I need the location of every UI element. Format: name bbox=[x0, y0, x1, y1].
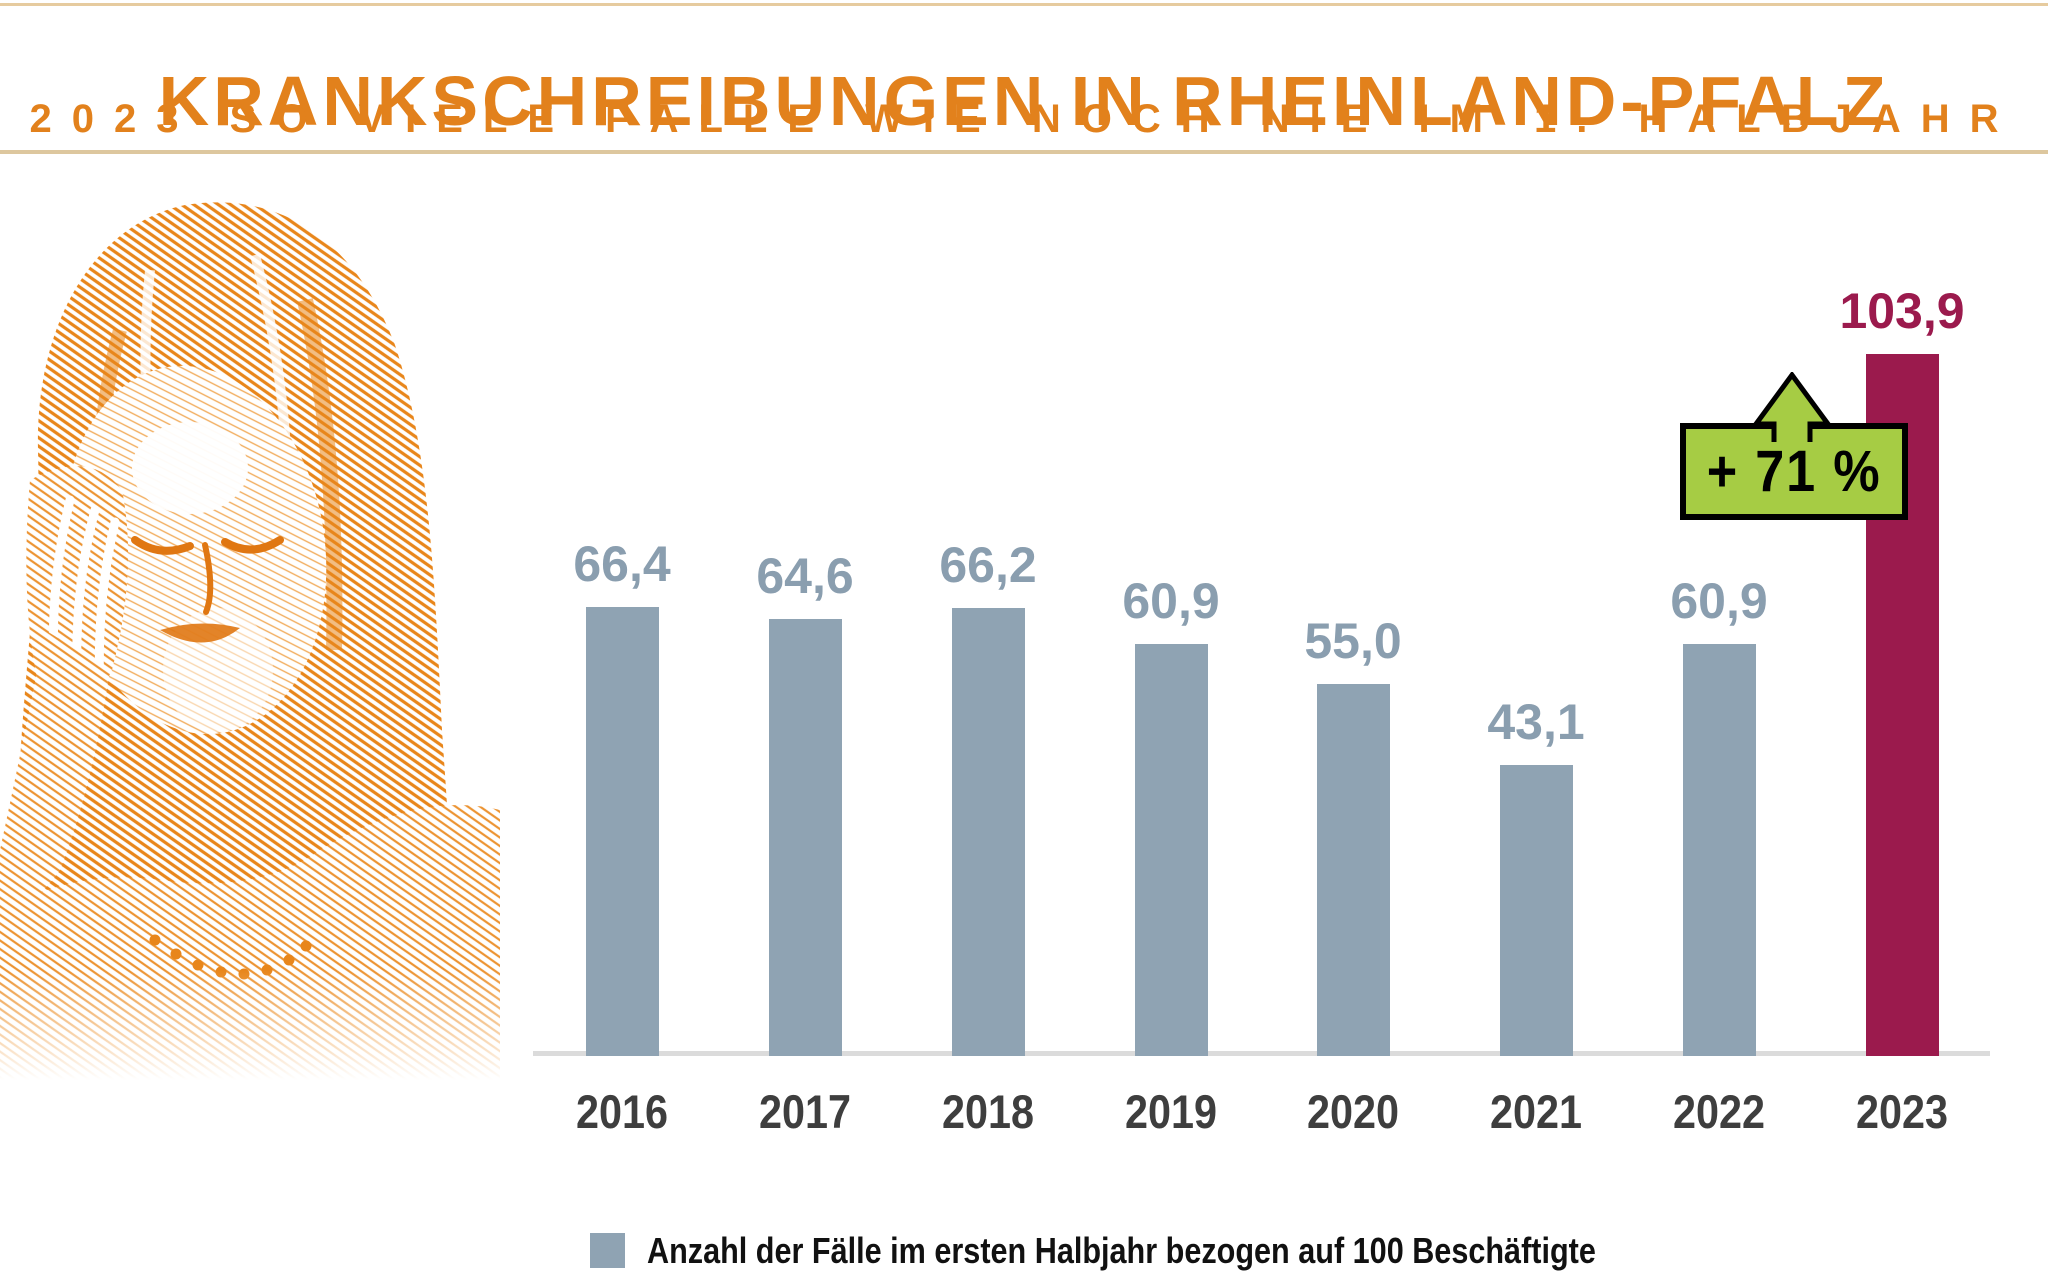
year-label-2020: 2020 bbox=[1306, 1085, 1400, 1138]
page-subtitle: 2023 SO VIELE FÄLLE WIE NOCH NIE IM 1. H… bbox=[29, 97, 2019, 141]
forehead-highlight bbox=[132, 422, 248, 514]
legend-label: Anzahl der Fälle im ersten Halbjahr bezo… bbox=[647, 1230, 1596, 1271]
closed-eye-left bbox=[131, 536, 194, 555]
bar-2022 bbox=[1683, 644, 1756, 1056]
increase-callout: + 71 % bbox=[1680, 423, 1908, 520]
year-label-2021: 2021 bbox=[1489, 1085, 1583, 1138]
woman-headache-illustration bbox=[0, 202, 500, 1080]
bar-value-2022: 60,9 bbox=[1670, 573, 1768, 629]
forearm-shape bbox=[0, 630, 110, 912]
bar-2017 bbox=[769, 619, 842, 1056]
bar-value-2019: 60,9 bbox=[1122, 573, 1220, 629]
up-arrow-icon bbox=[1751, 372, 1833, 442]
bar-value-2017: 64,6 bbox=[756, 548, 854, 604]
x-axis-line bbox=[533, 1051, 1990, 1056]
year-label-2023: 2023 bbox=[1855, 1085, 1949, 1138]
bar-value-2018: 66,2 bbox=[939, 537, 1037, 593]
year-label-2017: 2017 bbox=[758, 1085, 852, 1138]
nose-line bbox=[202, 542, 214, 615]
bar-value-2020: 55,0 bbox=[1304, 613, 1402, 669]
increase-callout-label: + 71 % bbox=[1706, 439, 1882, 504]
lips-shape bbox=[160, 623, 240, 643]
bar-value-2023: 103,9 bbox=[1839, 283, 1965, 339]
top-rule bbox=[0, 3, 2048, 6]
legend-swatch bbox=[590, 1233, 625, 1268]
legend: Anzahl der Fälle im ersten Halbjahr bezo… bbox=[590, 1231, 1763, 1271]
bar-value-2021: 43,1 bbox=[1487, 694, 1585, 750]
bar-2021 bbox=[1500, 765, 1573, 1056]
year-label-2019: 2019 bbox=[1124, 1085, 1218, 1138]
bar-2019 bbox=[1135, 644, 1208, 1056]
bar-2020 bbox=[1317, 684, 1390, 1056]
year-label-2018: 2018 bbox=[941, 1085, 1035, 1138]
bar-2018 bbox=[952, 608, 1025, 1056]
bar-value-2016: 66,4 bbox=[573, 536, 671, 592]
page-title: KRANKSCHREIBUNGEN IN RHEINLAND-PFALZ bbox=[158, 61, 1890, 140]
closed-eye-right bbox=[221, 536, 284, 554]
year-label-2022: 2022 bbox=[1672, 1085, 1766, 1138]
bar-2016 bbox=[586, 607, 659, 1056]
year-label-2016: 2016 bbox=[575, 1085, 669, 1138]
header-rule bbox=[0, 150, 2048, 154]
